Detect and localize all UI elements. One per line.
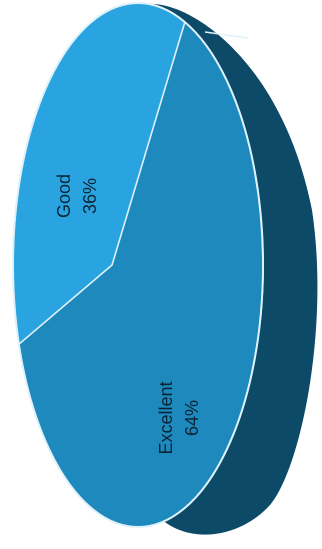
slice-label-good-name: Good: [54, 174, 74, 218]
pie-rim: [12, 2, 264, 528]
slice-label-good-value: 36%: [80, 178, 100, 214]
pie-slices: [12, 2, 264, 528]
slice-label-excellent-name: Excellent: [156, 381, 176, 454]
slice-label-excellent: Excellent 64%: [156, 381, 202, 454]
pie-depth-edge: [204, 31, 249, 39]
slice-label-excellent-value: 64%: [182, 400, 202, 436]
slice-label-good: Good 36%: [54, 174, 100, 218]
pie-depth-side: [138, 3, 318, 535]
